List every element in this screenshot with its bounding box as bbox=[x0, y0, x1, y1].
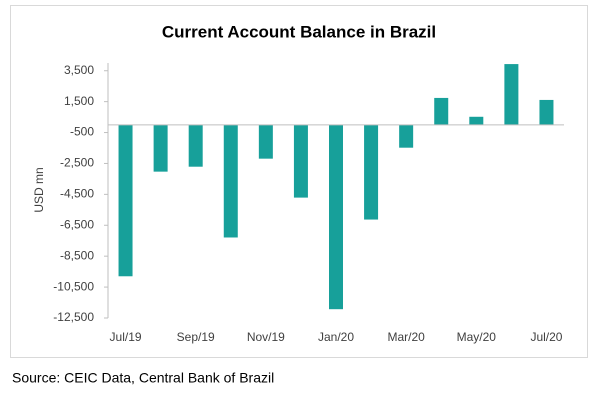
y-axis-label: USD mn bbox=[32, 167, 46, 212]
x-tick-label: Nov/19 bbox=[247, 330, 285, 344]
x-tick-label: Jul/19 bbox=[110, 330, 142, 344]
bar bbox=[258, 124, 273, 159]
y-tick-label: -4,500 bbox=[60, 187, 94, 201]
bar bbox=[293, 124, 308, 198]
bar bbox=[434, 97, 449, 125]
bar bbox=[399, 124, 414, 148]
bar bbox=[539, 99, 554, 125]
bar bbox=[153, 124, 168, 172]
y-tick-label: -12,500 bbox=[53, 310, 94, 324]
bar bbox=[188, 124, 203, 167]
x-tick-label: Sep/19 bbox=[177, 330, 215, 344]
y-tick-label: -6,500 bbox=[60, 217, 94, 231]
x-tick-label: Jul/20 bbox=[530, 330, 562, 344]
bar bbox=[329, 124, 343, 310]
bar bbox=[118, 124, 133, 277]
y-tick-label: -10,500 bbox=[53, 279, 94, 293]
y-tick-label: -8,500 bbox=[60, 248, 94, 262]
source: Source: CEIC Data, Central Bank of Brazi… bbox=[12, 370, 274, 386]
chart-title: Current Account Balance in Brazil bbox=[162, 22, 436, 41]
bar bbox=[223, 124, 238, 238]
bar bbox=[504, 64, 519, 125]
y-tick-label: 3,500 bbox=[64, 63, 94, 77]
bar bbox=[469, 116, 484, 125]
y-tick-label: 1,500 bbox=[64, 94, 94, 108]
y-tick-label: -2,500 bbox=[60, 156, 94, 170]
x-tick-label: Mar/20 bbox=[387, 330, 425, 344]
bar bbox=[364, 124, 379, 220]
x-tick-label: May/20 bbox=[457, 330, 497, 344]
x-tick-label: Jan/20 bbox=[318, 330, 354, 344]
y-tick-label: -500 bbox=[70, 125, 94, 139]
